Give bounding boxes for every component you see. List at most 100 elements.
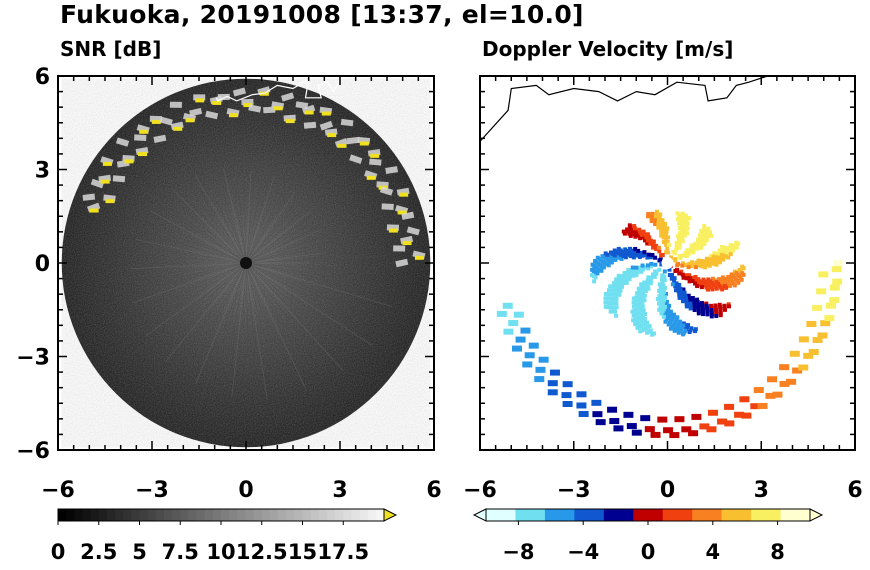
doppler-cell bbox=[611, 288, 616, 293]
doppler-colorbar-segment bbox=[758, 509, 767, 521]
snr-ray bbox=[153, 262, 247, 288]
doppler-cell bbox=[728, 243, 733, 248]
doppler-cell bbox=[606, 288, 611, 293]
doppler-cell bbox=[661, 289, 666, 294]
doppler-cell bbox=[667, 313, 672, 318]
doppler-cell bbox=[704, 262, 709, 267]
snr-ray bbox=[161, 237, 247, 264]
doppler-cell bbox=[662, 304, 667, 309]
doppler-colorbar-extend-min bbox=[472, 508, 487, 522]
snr-ray bbox=[132, 262, 247, 304]
doppler-cell bbox=[658, 212, 663, 217]
snr-ray bbox=[245, 262, 318, 303]
doppler-colorbar-segment bbox=[640, 509, 649, 521]
doppler-rim-cell bbox=[717, 418, 728, 425]
snr-x-tick-label: 3 bbox=[332, 478, 347, 503]
doppler-cell bbox=[616, 277, 621, 282]
doppler-rim-cell bbox=[708, 409, 719, 416]
doppler-cell bbox=[635, 321, 640, 326]
snr-echo-cell bbox=[385, 166, 399, 174]
doppler-cell bbox=[677, 245, 682, 250]
doppler-colorbar-segment bbox=[618, 509, 627, 521]
doppler-rim-cell bbox=[750, 403, 761, 410]
doppler-cell bbox=[657, 307, 662, 312]
snr-colorbar-segment bbox=[82, 509, 92, 521]
doppler-x-tick-label: 0 bbox=[660, 478, 675, 503]
doppler-cell bbox=[704, 227, 709, 232]
snr-echo-strong bbox=[102, 161, 112, 166]
doppler-cell bbox=[642, 298, 647, 303]
doppler-cell bbox=[651, 242, 656, 247]
snr-ray bbox=[204, 262, 247, 335]
doppler-cell bbox=[607, 301, 612, 306]
doppler-cell bbox=[722, 303, 727, 308]
doppler-colorbar-label: 4 bbox=[705, 540, 720, 564]
snr-echo-strong bbox=[195, 98, 205, 103]
doppler-cell bbox=[609, 301, 614, 306]
snr-echo-strong bbox=[212, 100, 222, 105]
snr-ray bbox=[223, 262, 247, 347]
doppler-rim-cell bbox=[538, 356, 549, 363]
doppler-colorbar-segment bbox=[692, 509, 701, 521]
doppler-cell bbox=[689, 246, 694, 251]
doppler-rim-cell bbox=[562, 400, 573, 407]
snr-echo-strong bbox=[402, 241, 412, 246]
doppler-cell bbox=[658, 257, 663, 262]
doppler-panel-title: Doppler Velocity [m/s] bbox=[482, 37, 734, 61]
doppler-cell bbox=[653, 269, 658, 274]
doppler-cell bbox=[701, 228, 706, 233]
snr-ray bbox=[165, 262, 247, 362]
doppler-colorbar-segment bbox=[677, 509, 686, 521]
doppler-cell bbox=[650, 211, 655, 216]
snr-radar-center bbox=[240, 257, 252, 269]
snr-ray bbox=[245, 169, 252, 264]
doppler-colorbar-segment bbox=[795, 509, 804, 521]
doppler-rim-cell bbox=[803, 352, 814, 359]
doppler-cell bbox=[621, 277, 626, 282]
doppler-colorbar-segment bbox=[530, 509, 539, 521]
doppler-cell bbox=[639, 232, 644, 237]
doppler-cell bbox=[619, 277, 624, 282]
snr-echo-strong bbox=[139, 129, 149, 134]
doppler-cell bbox=[680, 332, 685, 337]
doppler-cell bbox=[702, 224, 707, 229]
doppler-cell bbox=[721, 257, 726, 262]
snr-panel bbox=[57, 75, 435, 451]
doppler-cell bbox=[741, 272, 746, 277]
doppler-cell bbox=[631, 252, 636, 257]
doppler-cell bbox=[614, 305, 619, 310]
doppler-colorbar-segment bbox=[714, 509, 723, 521]
doppler-cell bbox=[630, 230, 635, 235]
doppler-cell bbox=[727, 304, 732, 309]
snr-ray bbox=[147, 178, 247, 264]
snr-ray bbox=[223, 167, 247, 264]
doppler-cell bbox=[706, 234, 711, 239]
doppler-cell bbox=[649, 264, 654, 269]
doppler-cell bbox=[634, 253, 639, 258]
doppler-cell bbox=[657, 214, 662, 219]
doppler-rim-cell bbox=[562, 381, 573, 388]
doppler-cell bbox=[605, 300, 610, 305]
doppler-cell bbox=[633, 234, 638, 239]
doppler-cell bbox=[639, 250, 644, 255]
snr-echo-strong bbox=[124, 159, 134, 164]
doppler-cell bbox=[679, 290, 684, 295]
doppler-cell bbox=[677, 221, 682, 226]
doppler-cell bbox=[646, 211, 651, 216]
snr-ray bbox=[245, 152, 277, 264]
snr-echo-cell bbox=[193, 94, 206, 101]
doppler-cell bbox=[648, 241, 653, 246]
doppler-cell bbox=[617, 285, 622, 290]
doppler-rim-cell bbox=[674, 416, 685, 423]
doppler-cell bbox=[633, 317, 638, 322]
doppler-cell bbox=[680, 236, 685, 241]
doppler-cell bbox=[664, 233, 669, 238]
doppler-rim-cell bbox=[524, 352, 535, 359]
doppler-cell bbox=[712, 251, 717, 256]
doppler-cell bbox=[665, 308, 670, 313]
doppler-cell bbox=[709, 312, 714, 317]
doppler-cell bbox=[646, 214, 651, 219]
doppler-cell bbox=[623, 251, 628, 256]
doppler-cell bbox=[662, 286, 667, 291]
doppler-cell bbox=[709, 308, 714, 313]
